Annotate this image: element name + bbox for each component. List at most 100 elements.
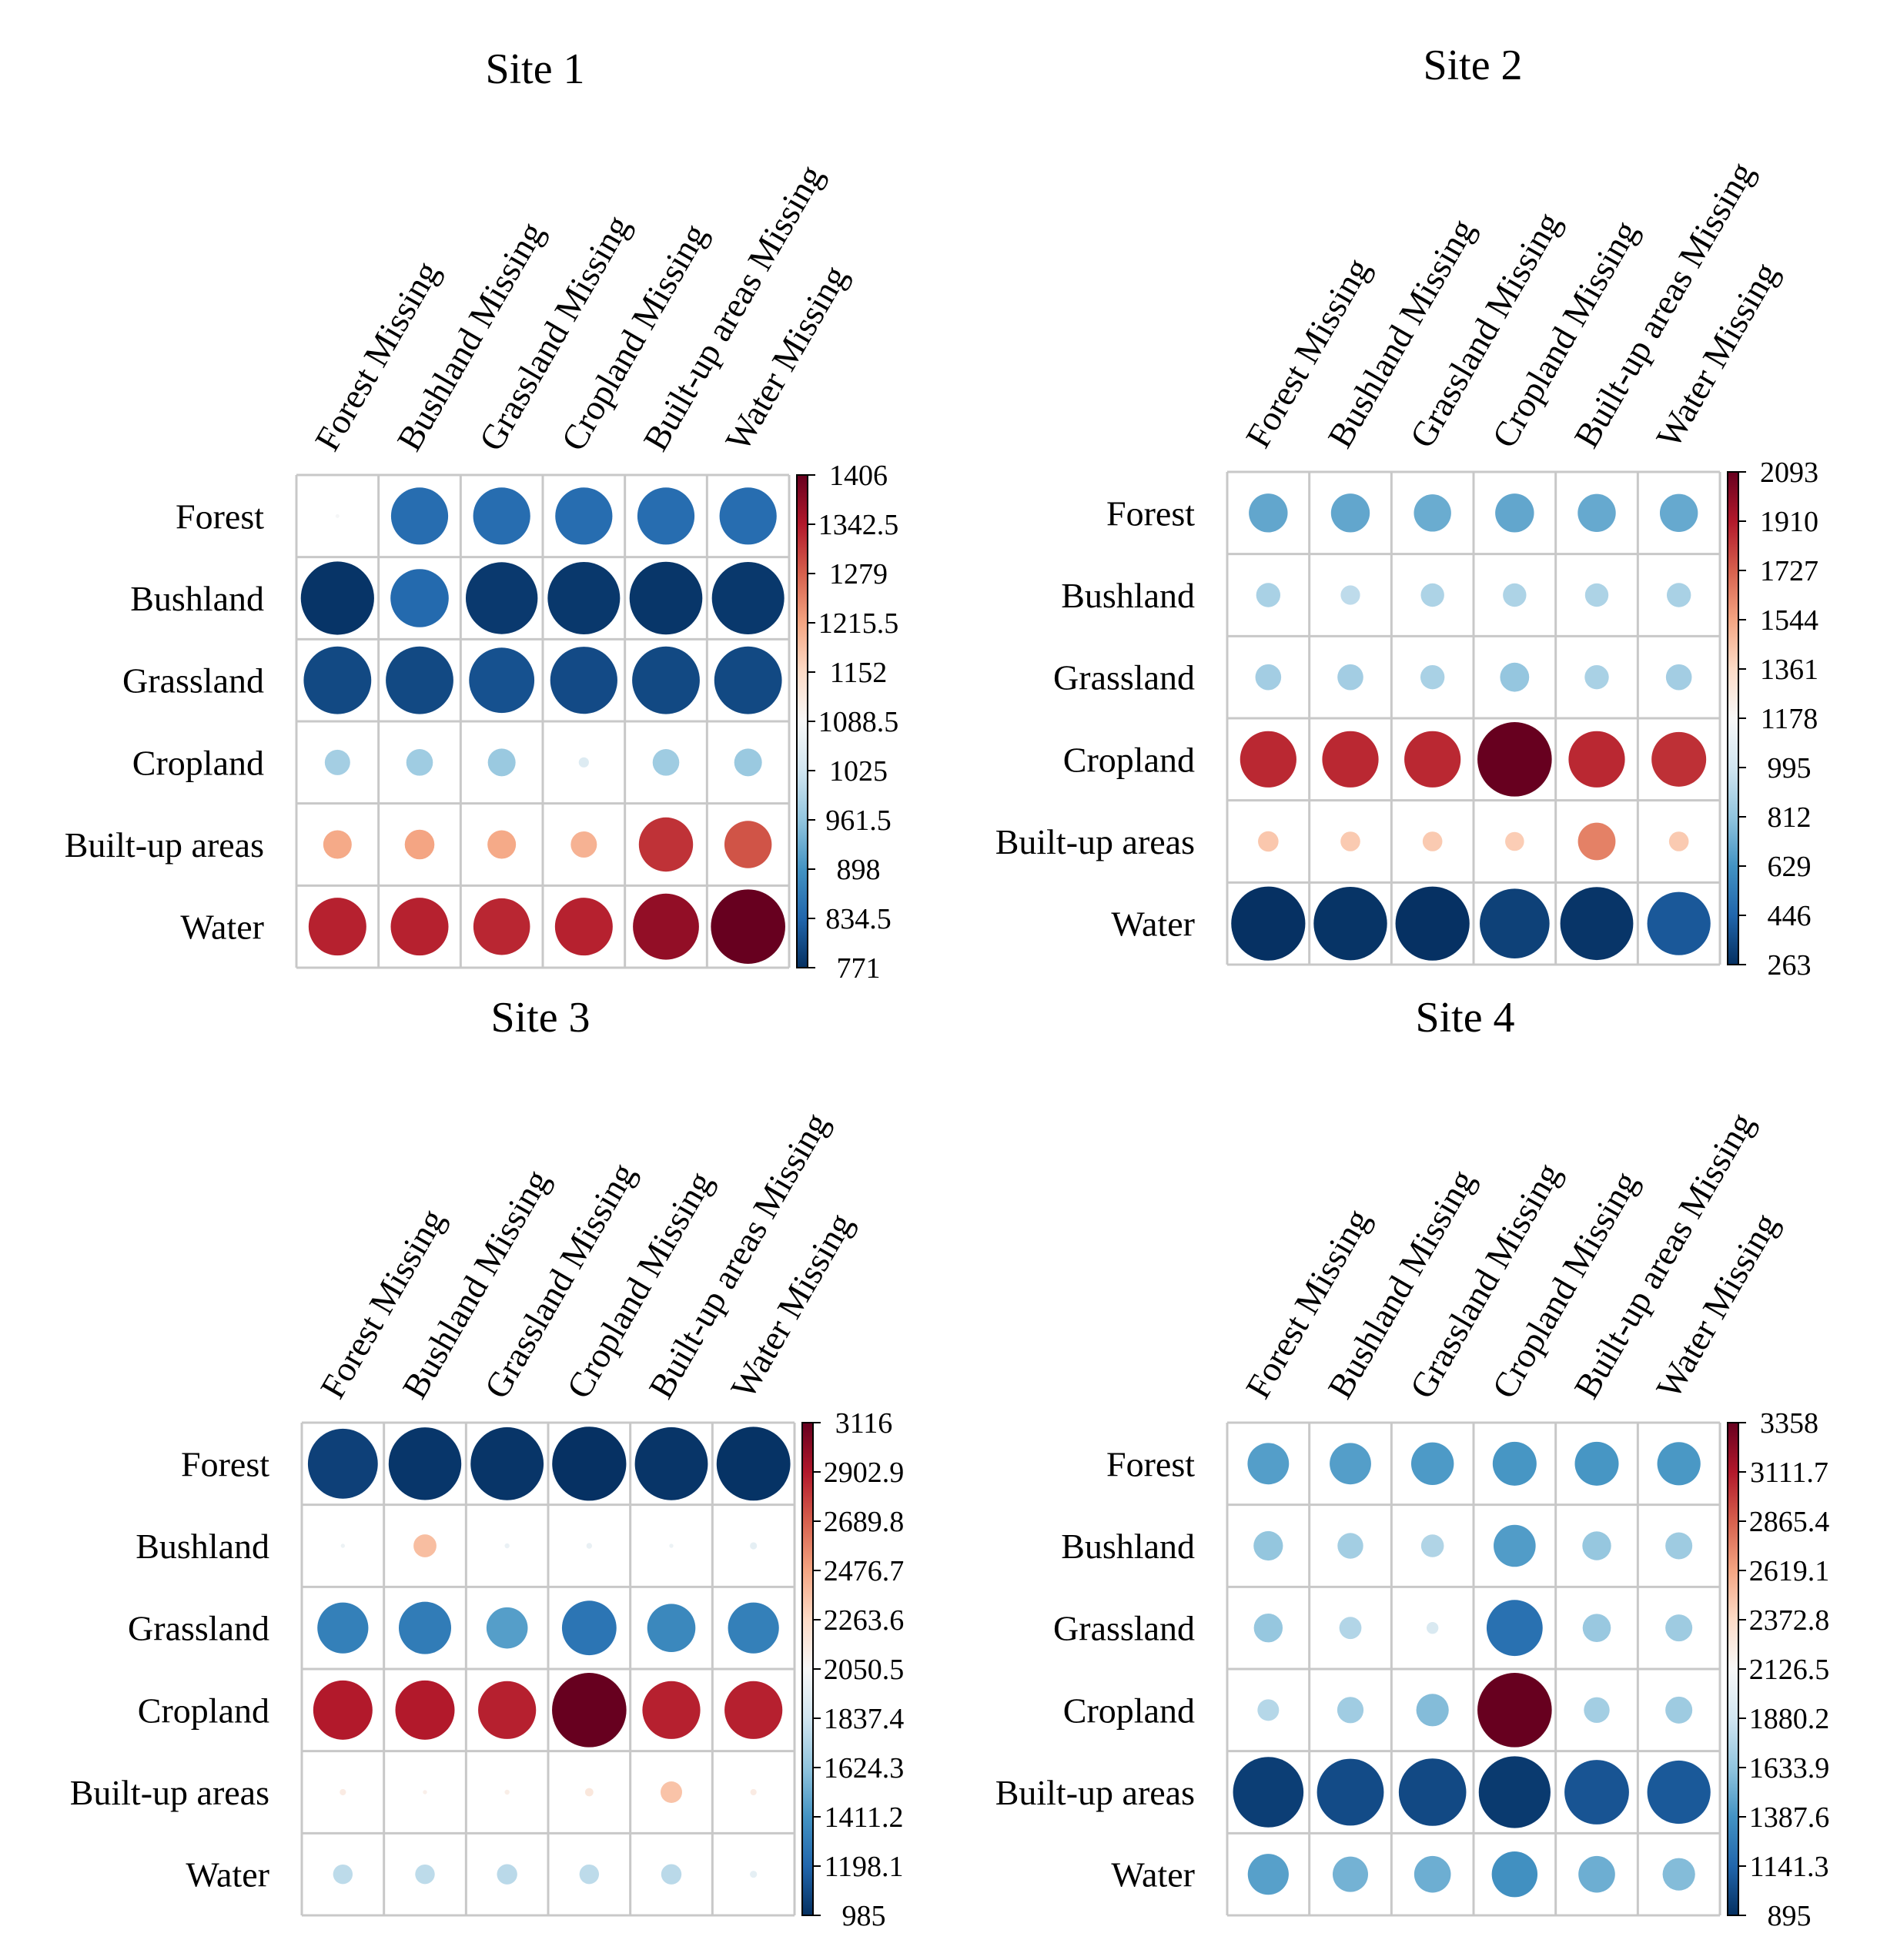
cell-circle: [303, 646, 372, 714]
row-label: Built-up areas: [65, 825, 264, 865]
cell-circle: [584, 1788, 594, 1797]
cell-circle: [1665, 1696, 1693, 1724]
cell-circle: [335, 513, 340, 518]
cell-circle: [1247, 1443, 1290, 1485]
cell-circle: [711, 889, 785, 964]
cell-circle: [1564, 1760, 1629, 1825]
colorbar-tick-label: 2093: [1760, 457, 1818, 489]
colorbar-tick-label: 1411.2: [824, 1801, 903, 1834]
colorbar-tick-label: 1727: [1760, 555, 1818, 587]
row-label: Bushland: [136, 1527, 269, 1566]
column-label: Grassland Missing: [471, 209, 637, 457]
colorbar-tick-label: 1088.5: [818, 706, 899, 738]
cell-circle: [1477, 722, 1552, 797]
colorbar: [1727, 1422, 1739, 1916]
colorbar-tick-label: 2263.6: [824, 1604, 905, 1637]
cell-circle: [1339, 1617, 1362, 1640]
colorbar-tick-label: 1152: [830, 657, 888, 689]
cell-circle: [578, 757, 589, 768]
cell-circle: [323, 830, 352, 859]
panel-site-1: Site 1 Forest Bushland Grassland Cropland Bui…: [65, 45, 899, 985]
cell-circle: [1414, 494, 1451, 532]
cell-circle: [638, 817, 694, 872]
row-label: Cropland: [138, 1691, 269, 1730]
cell-circle: [1395, 886, 1470, 961]
cell-circle: [661, 1781, 682, 1803]
row-label: Water: [1111, 1855, 1195, 1895]
cell-circle: [1420, 583, 1444, 607]
cell-circle: [423, 1790, 427, 1794]
cell-circle: [633, 893, 699, 960]
colorbar-tick-label: 1178: [1761, 703, 1818, 735]
cell-circle: [1337, 1697, 1364, 1724]
cell-circle: [1340, 831, 1360, 851]
colorbar-tick-label: 1025: [829, 755, 888, 788]
cell-circle: [629, 561, 703, 635]
cell-circle: [1313, 886, 1387, 961]
row-label: Grassland: [1053, 1609, 1195, 1648]
cell-circle: [340, 1544, 346, 1548]
row-label: Bushland: [1061, 576, 1195, 615]
colorbar-tick-label: 985: [842, 1900, 886, 1932]
cell-circle: [719, 487, 777, 545]
cell-circle: [1420, 1534, 1444, 1557]
cell-circle: [390, 898, 449, 956]
cell-circle: [1257, 1699, 1280, 1721]
cell-circle: [1231, 886, 1306, 961]
cell-circle: [724, 821, 772, 868]
colorbar-tick-label: 898: [837, 854, 881, 886]
cell-circle: [388, 1427, 462, 1500]
panel-site-4: Site 4 Forest Bushland Grassland Cropland Bui…: [995, 994, 1830, 1932]
cell-circle: [547, 562, 621, 634]
cell-circle: [647, 1604, 696, 1652]
cell-circle: [1492, 1441, 1537, 1486]
cell-circle: [1495, 493, 1534, 533]
cell-circle: [1256, 583, 1281, 607]
row-label: Water: [180, 908, 264, 947]
cell-circle: [1249, 493, 1288, 533]
row-label: Forest: [176, 497, 264, 536]
cell-circle: [333, 1864, 353, 1885]
column-label: Bushland Missing: [389, 216, 551, 457]
colorbar-tick-label: 1215.5: [818, 607, 899, 640]
colorbar-tick-label: 1633.9: [1749, 1752, 1830, 1784]
cell-circle: [1665, 1614, 1693, 1642]
colorbar-tick-label: 1342.5: [818, 509, 899, 541]
row-label: Forest: [1106, 1444, 1195, 1483]
cell-circle: [1416, 1694, 1449, 1727]
colorbar-tick-label: 961.5: [825, 804, 892, 837]
colorbar-tick-label: 446: [1768, 900, 1812, 932]
cell-circle: [399, 1601, 451, 1654]
panel-title: Site 4: [1415, 994, 1514, 1042]
colorbar-tick-label: 1198.1: [824, 1851, 903, 1883]
cell-circle: [1340, 585, 1360, 605]
cell-circle: [504, 1543, 510, 1549]
cell-circle: [413, 1534, 437, 1557]
cell-circle: [1317, 1758, 1384, 1826]
cell-circle: [711, 562, 785, 634]
cell-circle: [1494, 1524, 1536, 1567]
colorbar-tick-label: 3116: [835, 1407, 893, 1440]
colorbar-tick-label: 2476.7: [824, 1555, 905, 1587]
cell-circle: [1668, 831, 1689, 851]
cell-circle: [1480, 888, 1550, 958]
cell-circle: [552, 1427, 627, 1501]
row-label: Grassland: [128, 1609, 269, 1648]
colorbar-tick-label: 895: [1768, 1900, 1812, 1932]
cell-circle: [1577, 822, 1616, 861]
cell-circle: [1503, 583, 1527, 607]
cell-circle: [1398, 1758, 1467, 1826]
colorbar-tick-label: 2050.5: [824, 1654, 905, 1686]
panel-title: Site 3: [490, 994, 590, 1042]
cell-circle: [1665, 664, 1692, 691]
cell-circle: [504, 1789, 510, 1795]
colorbar-tick-label: 263: [1768, 949, 1812, 982]
cell-circle: [1322, 731, 1379, 788]
row-label: Grassland: [1053, 658, 1195, 697]
cell-circle: [470, 1427, 544, 1500]
cell-circle: [487, 748, 516, 777]
cell-circle: [1659, 493, 1698, 533]
row-label: Grassland: [122, 661, 264, 701]
cell-circle: [497, 1864, 517, 1885]
cell-circle: [406, 749, 433, 776]
